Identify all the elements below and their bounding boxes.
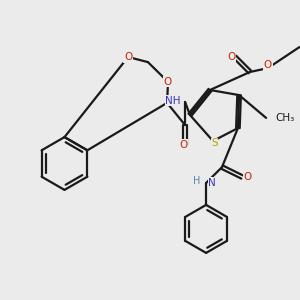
Text: CH₃: CH₃	[275, 113, 294, 123]
Text: O: O	[124, 52, 132, 62]
Text: NH: NH	[165, 95, 181, 106]
Text: N: N	[208, 178, 216, 188]
Text: S: S	[211, 138, 218, 148]
Text: O: O	[243, 172, 251, 182]
Text: O: O	[227, 52, 236, 62]
Text: O: O	[164, 77, 172, 87]
Text: O: O	[264, 60, 272, 70]
Text: H: H	[193, 176, 201, 186]
Text: O: O	[179, 140, 188, 150]
